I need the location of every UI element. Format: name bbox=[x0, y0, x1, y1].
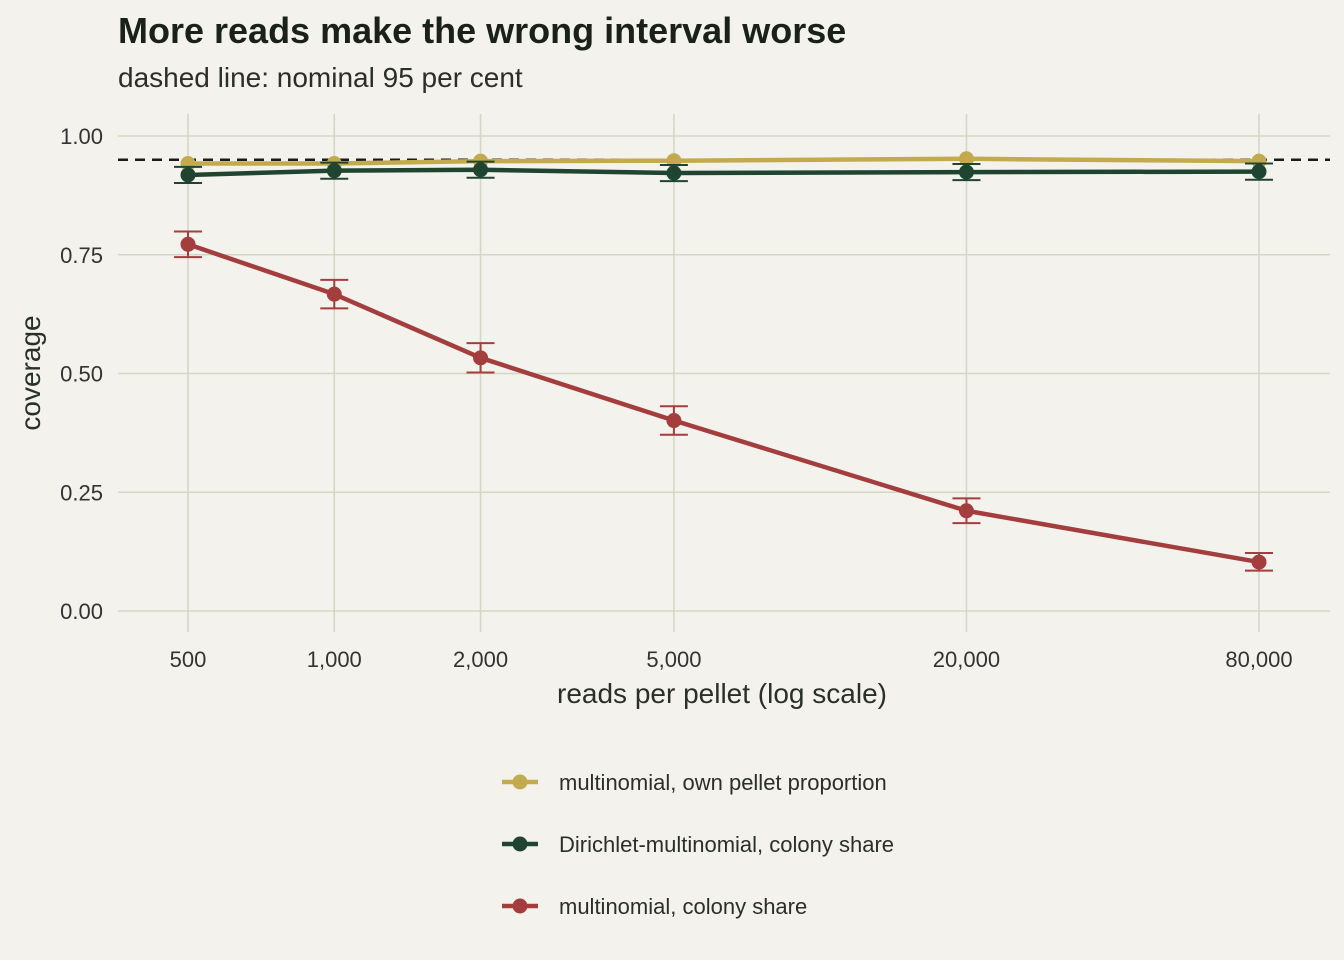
series-2 bbox=[174, 160, 1273, 185]
legend-item: Dirichlet-multinomial, colony share bbox=[502, 832, 894, 857]
legend-item: multinomial, colony share bbox=[502, 894, 807, 919]
data-point bbox=[1251, 554, 1267, 570]
series-3 bbox=[174, 230, 1273, 572]
data-point bbox=[1251, 153, 1267, 169]
series-1 bbox=[180, 151, 1267, 172]
series-line bbox=[185, 167, 1262, 178]
x-tick-label: 2,000 bbox=[453, 647, 508, 672]
chart-subtitle: dashed line: nominal 95 per cent bbox=[118, 62, 523, 93]
y-tick-label: 0.75 bbox=[60, 243, 103, 268]
legend: multinomial, own pellet proportion Dirich… bbox=[502, 770, 894, 919]
data-point bbox=[1251, 164, 1267, 180]
data-point bbox=[326, 163, 342, 179]
series-line bbox=[185, 156, 1262, 166]
x-tick-label: 20,000 bbox=[933, 647, 1000, 672]
y-tick-label: 1.00 bbox=[60, 124, 103, 149]
x-tick-label: 500 bbox=[170, 647, 207, 672]
grid-layer bbox=[118, 114, 1330, 632]
legend-swatch-point bbox=[512, 774, 528, 790]
legend-item: multinomial, own pellet proportion bbox=[502, 770, 887, 795]
y-tick-label: 0.50 bbox=[60, 362, 103, 387]
data-point bbox=[666, 413, 682, 429]
axis-layer: 0.00 0.25 0.50 0.75 1.00 500 1,000 2,000 5,000 20… bbox=[60, 124, 1292, 672]
legend-swatch-point bbox=[512, 836, 528, 852]
x-tick-label: 1,000 bbox=[307, 647, 362, 672]
data-point bbox=[666, 165, 682, 181]
chart-title: More reads make the wrong interval worse bbox=[118, 10, 847, 51]
y-tick-label: 0.25 bbox=[60, 480, 103, 505]
data-point bbox=[326, 286, 342, 302]
x-axis-title: reads per pellet (log scale) bbox=[557, 678, 887, 709]
y-axis-title: coverage bbox=[15, 315, 46, 430]
data-point bbox=[180, 167, 196, 183]
y-tick-label: 0.00 bbox=[60, 599, 103, 624]
data-point bbox=[958, 151, 974, 167]
x-tick-label: 80,000 bbox=[1225, 647, 1292, 672]
data-point bbox=[473, 162, 489, 178]
legend-label: multinomial, colony share bbox=[559, 894, 807, 919]
series-line bbox=[185, 242, 1262, 565]
data-point bbox=[958, 503, 974, 519]
legend-swatch-point bbox=[512, 898, 528, 914]
data-point bbox=[473, 350, 489, 366]
data-point bbox=[180, 236, 196, 252]
x-tick-label: 5,000 bbox=[646, 647, 701, 672]
series-layer bbox=[174, 151, 1273, 572]
legend-label: Dirichlet-multinomial, colony share bbox=[559, 832, 894, 857]
data-point bbox=[958, 164, 974, 180]
legend-label: multinomial, own pellet proportion bbox=[559, 770, 887, 795]
